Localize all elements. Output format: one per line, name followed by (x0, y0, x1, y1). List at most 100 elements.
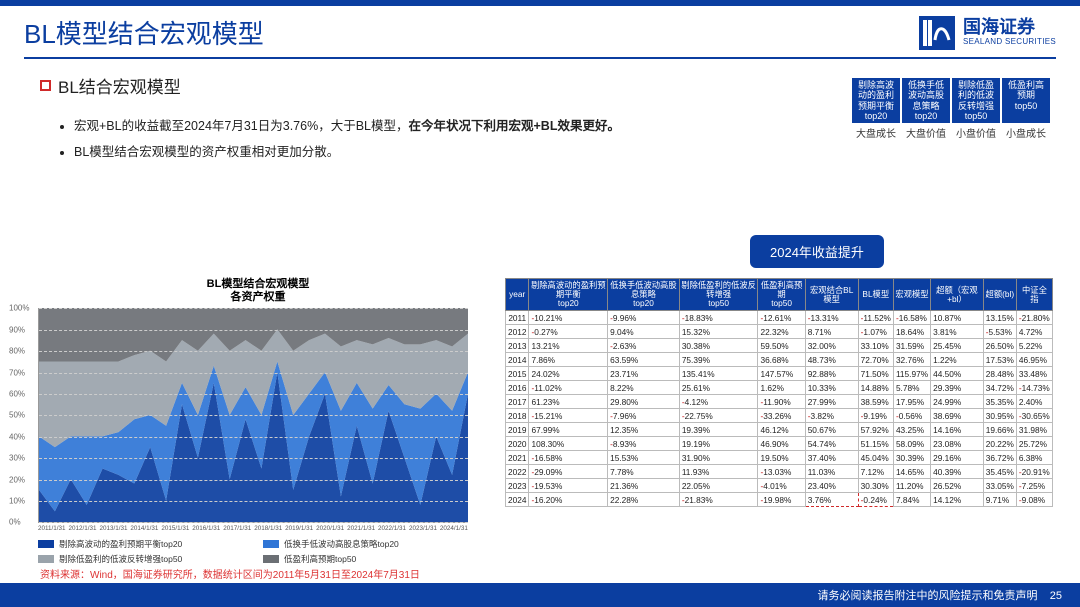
table-cell: 9.71% (983, 493, 1016, 507)
y-tick-label: 80% (9, 347, 25, 356)
table-cell: -22.75% (679, 409, 758, 423)
chart-title-1: BL模型结合宏观模型 (38, 278, 478, 291)
table-cell: 2022 (506, 465, 529, 479)
table-row: 2020108.30%-8.93%19.19%46.90%54.74%51.15… (506, 437, 1053, 451)
table-cell: 36.72% (983, 451, 1016, 465)
chart-title-2: 各资产权重 (38, 291, 478, 304)
table-cell: 72.70% (858, 353, 893, 367)
y-tick-label: 0% (9, 518, 21, 527)
x-tick-label: 2012/1/31 (68, 525, 96, 532)
x-tick-label: 2017/1/31 (223, 525, 251, 532)
page-title: BL模型结合宏观模型 (24, 14, 264, 51)
table-cell: 46.12% (758, 423, 805, 437)
table-cell: 37.40% (805, 451, 858, 465)
table-cell: 30.95% (983, 409, 1016, 423)
table-cell: 2018 (506, 409, 529, 423)
table-cell: 19.19% (679, 437, 758, 451)
legend-swatch-icon (38, 555, 54, 563)
table-cell: 29.39% (931, 381, 984, 395)
table-cell: -2.63% (608, 339, 680, 353)
table-cell: 14.12% (931, 493, 984, 507)
table-cell: 14.16% (931, 423, 984, 437)
table-cell: 67.99% (529, 423, 608, 437)
table-cell: 40.39% (931, 465, 984, 479)
table-cell: 147.57% (758, 367, 805, 381)
table-cell: 48.73% (805, 353, 858, 367)
table-cell: -9.08% (1016, 493, 1052, 507)
table-header-cell: year (506, 279, 529, 311)
table-cell: 1.22% (931, 353, 984, 367)
table-cell: 14.65% (893, 465, 930, 479)
square-bullet-icon (40, 80, 51, 91)
table-cell: 11.93% (679, 465, 758, 479)
table-cell: 11.20% (893, 479, 930, 493)
table-cell: -5.53% (983, 325, 1016, 339)
table-cell: 23.08% (931, 437, 984, 451)
table-row: 2011-10.21%-9.96%-18.83%-12.61%-13.31%-1… (506, 311, 1053, 325)
table-cell: 2011 (506, 311, 529, 325)
highlight-button[interactable]: 2024年收益提升 (750, 235, 884, 268)
table-row: 2024-16.20%22.28%-21.83%-19.98%3.76%-0.2… (506, 493, 1053, 507)
table-cell: 38.69% (931, 409, 984, 423)
table-row: 2023-19.53%21.36%22.05%-4.01%23.40%30.30… (506, 479, 1053, 493)
table-cell: 22.32% (758, 325, 805, 339)
table-cell: 35.35% (983, 395, 1016, 409)
table-cell: -1.07% (858, 325, 893, 339)
table-cell: -16.58% (529, 451, 608, 465)
table-cell: 5.78% (893, 381, 930, 395)
table-cell: -3.82% (805, 409, 858, 423)
x-tick-label: 2023/1/31 (409, 525, 437, 532)
table-cell: 2021 (506, 451, 529, 465)
table-cell: 63.59% (608, 353, 680, 367)
x-tick-label: 2021/1/31 (347, 525, 375, 532)
table-header-cell: 低换手低波动高股息策略top20 (608, 279, 680, 311)
table-cell: 2017 (506, 395, 529, 409)
table-cell: -11.52% (858, 311, 893, 325)
table-cell: 30.39% (893, 451, 930, 465)
legend-item: 低盈利高预期top50 (263, 553, 478, 565)
table-cell: 61.23% (529, 395, 608, 409)
table-cell: 29.16% (931, 451, 984, 465)
table-cell: -16.58% (893, 311, 930, 325)
table-cell: 2019 (506, 423, 529, 437)
table-cell: 108.30% (529, 437, 608, 451)
table-cell: 2.40% (1016, 395, 1052, 409)
logo-mark-icon (919, 16, 955, 50)
logo-text-en: SEALAND SECURITIES (963, 38, 1056, 47)
table-cell: 22.28% (608, 493, 680, 507)
table-header-cell: 剔除低盈利的低波反转增强top50 (679, 279, 758, 311)
legend-swatch-icon (38, 540, 54, 548)
table-cell: 44.50% (931, 367, 984, 381)
chart-x-axis: 2011/1/312012/1/312013/1/312014/1/312015… (38, 525, 468, 532)
x-tick-label: 2014/1/31 (130, 525, 158, 532)
table-cell: 135.41% (679, 367, 758, 381)
table-cell: 13.15% (983, 311, 1016, 325)
table-cell: 46.90% (758, 437, 805, 451)
section-heading-text: BL结合宏观模型 (58, 73, 181, 98)
table-cell: 115.97% (893, 367, 930, 381)
y-tick-label: 90% (9, 325, 25, 334)
table-header-cell: 宏观模型 (893, 279, 930, 311)
table-cell: 4.72% (1016, 325, 1052, 339)
table-cell: 38.59% (858, 395, 893, 409)
legend-item: 剔除高波动的盈利预期平衡top20 (38, 538, 253, 550)
table-cell: 2015 (506, 367, 529, 381)
table-header-cell: 低盈利高预期top50 (758, 279, 805, 311)
y-tick-label: 70% (9, 368, 25, 377)
table-cell: -20.91% (1016, 465, 1052, 479)
table-cell: 71.50% (858, 367, 893, 381)
bullet-list: 宏观+BL的收益截至2024年7月31日为3.76%，大于BL模型，在今年状况下… (40, 98, 1040, 160)
table-cell: 34.72% (983, 381, 1016, 395)
table-cell: 32.00% (805, 339, 858, 353)
table-header-cell: BL模型 (858, 279, 893, 311)
table-cell: 30.38% (679, 339, 758, 353)
table-cell: -30.65% (1016, 409, 1052, 423)
table-cell: -18.83% (679, 311, 758, 325)
table-cell: -4.12% (679, 395, 758, 409)
table-cell: 1.62% (758, 381, 805, 395)
table-cell: 51.15% (858, 437, 893, 451)
y-tick-label: 50% (9, 411, 25, 420)
table-cell: 25.72% (1016, 437, 1052, 451)
table-cell: 27.99% (805, 395, 858, 409)
table-cell: 2020 (506, 437, 529, 451)
